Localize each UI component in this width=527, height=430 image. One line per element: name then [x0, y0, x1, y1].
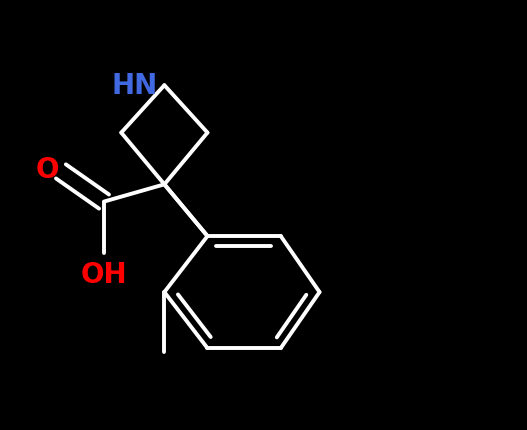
Text: HN: HN	[112, 72, 158, 100]
Text: O: O	[35, 156, 59, 184]
Text: OH: OH	[81, 260, 128, 288]
